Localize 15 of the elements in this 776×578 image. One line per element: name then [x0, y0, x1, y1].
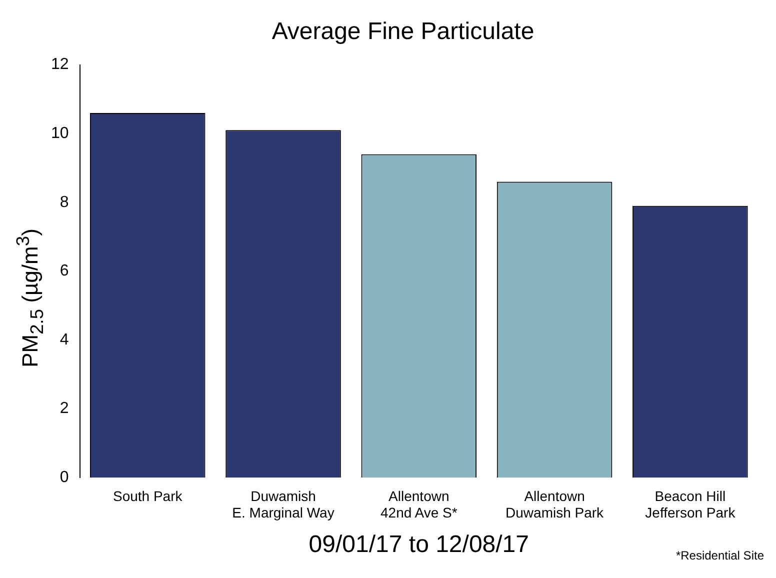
- chart-title: Average Fine Particulate: [272, 18, 534, 46]
- x-axis-title: 09/01/17 to 12/08/17: [308, 531, 529, 558]
- y-tick-label: 10: [51, 125, 69, 142]
- text: *Residential Site: [676, 548, 764, 562]
- y-tick-label: 4: [60, 331, 69, 348]
- x-tick-label: Allentown 42nd Ave S*: [380, 488, 458, 521]
- y-tick-label: 2: [60, 400, 69, 418]
- y-tick-label: 0: [60, 469, 69, 486]
- x-tick-label: Allentown Duwamish Park: [506, 488, 605, 521]
- x-tick-label: South Park: [112, 488, 184, 504]
- x-tick-label: Duwamish E. Marginal Way: [232, 488, 334, 521]
- y-tick-label: 6: [60, 262, 69, 280]
- x-tick-label: Beacon Hill Jefferson Park: [645, 488, 736, 521]
- y-tick-label: 8: [60, 194, 69, 211]
- y-tick-label: 12: [51, 56, 69, 74]
